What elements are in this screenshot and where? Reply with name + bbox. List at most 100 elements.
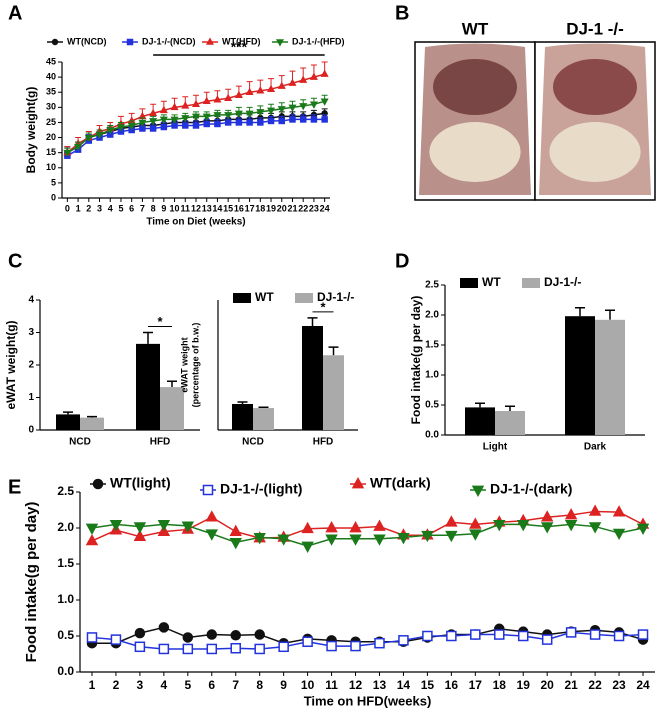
marker xyxy=(181,101,190,109)
y-tick-label: 2.5 xyxy=(425,280,439,291)
x-axis-title: Time on HFD(weeks) xyxy=(304,693,432,708)
y-tick-label: 45 xyxy=(46,56,56,66)
bar xyxy=(323,355,344,430)
marker xyxy=(159,105,168,114)
marker xyxy=(213,95,222,103)
x-tick-label: 12 xyxy=(349,678,363,692)
marker xyxy=(157,520,171,532)
legend-label: WT(NCD) xyxy=(67,36,107,46)
annotation: * xyxy=(320,299,326,314)
annotation: * xyxy=(157,314,163,329)
series-line xyxy=(91,510,644,542)
bar xyxy=(160,387,184,430)
marker xyxy=(229,538,242,550)
x-tick-label: 22 xyxy=(298,203,308,213)
marker xyxy=(277,534,290,546)
x-tick-label: 16 xyxy=(445,678,459,692)
marker xyxy=(310,116,318,123)
marker xyxy=(182,632,194,643)
y-tick-label: 10 xyxy=(46,162,56,172)
marker xyxy=(612,505,626,517)
marker xyxy=(254,643,265,655)
marker xyxy=(277,81,286,89)
y-tick-label: 5 xyxy=(51,177,56,187)
error-bar xyxy=(258,406,269,409)
marker xyxy=(170,102,179,111)
y-tick-label: 2.0 xyxy=(425,310,439,321)
marker xyxy=(469,517,482,529)
error-bar xyxy=(505,405,515,411)
x-tick-label: 8 xyxy=(151,203,156,213)
x-tick-label: 17 xyxy=(469,678,483,692)
marker xyxy=(63,149,72,158)
y-tick-label: 35 xyxy=(46,87,56,97)
marker xyxy=(564,508,578,520)
x-tick-label: 7 xyxy=(232,678,239,692)
y-tick-label: 40 xyxy=(46,71,56,81)
marker xyxy=(373,534,386,546)
marker xyxy=(277,106,286,114)
x-tick-label: 10 xyxy=(170,203,180,213)
marker xyxy=(86,632,98,643)
marker xyxy=(278,117,286,125)
photo-fat xyxy=(429,122,521,182)
marker xyxy=(494,629,505,640)
marker xyxy=(540,522,554,534)
marker xyxy=(637,629,649,640)
marker xyxy=(109,520,123,532)
x-tick-label: 16 xyxy=(234,203,244,213)
marker xyxy=(351,477,365,489)
legend-label: DJ-1-/-(NCD) xyxy=(142,36,196,46)
marker xyxy=(397,533,410,545)
marker xyxy=(116,124,125,132)
error-bar xyxy=(237,401,248,404)
x-tick-label: 15 xyxy=(223,203,233,213)
x-tick-label: 1 xyxy=(89,678,96,692)
marker xyxy=(254,629,265,640)
error-bar xyxy=(63,411,73,415)
marker xyxy=(588,504,602,516)
marker xyxy=(325,521,338,533)
x-tick-label: 21 xyxy=(564,678,578,692)
marker xyxy=(374,637,385,649)
x-tick-label: 23 xyxy=(309,203,319,213)
x-tick-label: 14 xyxy=(212,203,222,213)
marker xyxy=(181,521,195,533)
marker xyxy=(288,78,297,86)
marker xyxy=(158,643,170,655)
marker xyxy=(206,629,218,640)
bar xyxy=(565,316,595,435)
error-bar xyxy=(167,380,177,388)
error-bar xyxy=(575,307,585,317)
marker xyxy=(321,116,328,123)
marker xyxy=(565,627,577,638)
marker xyxy=(588,522,602,534)
y-tick-label: 2 xyxy=(28,360,34,371)
marker xyxy=(182,122,189,129)
marker xyxy=(299,75,308,83)
x-tick-label: 10 xyxy=(301,678,315,692)
marker xyxy=(126,38,134,46)
bar xyxy=(56,414,80,430)
y-tick-label: 0.0 xyxy=(57,664,74,678)
marker xyxy=(288,104,297,112)
marker xyxy=(445,515,458,527)
marker xyxy=(205,510,218,522)
x-tick-label: 3 xyxy=(137,678,144,692)
marker xyxy=(517,630,529,642)
x-tick-label: 4 xyxy=(161,678,168,692)
panel-letter: E xyxy=(8,476,21,498)
series-line xyxy=(91,631,644,650)
y-axis-title: Body weight(g) xyxy=(24,87,38,174)
marker xyxy=(540,510,554,522)
legend-swatch xyxy=(233,293,251,303)
marker xyxy=(278,641,289,653)
y-tick-label: 25 xyxy=(46,117,56,127)
error-bar xyxy=(307,317,318,326)
y-tick-label: 30 xyxy=(46,102,56,112)
bar xyxy=(232,404,253,430)
marker xyxy=(205,529,218,541)
x-tick-label: 19 xyxy=(266,203,276,213)
y-tick-label: 4 xyxy=(28,295,34,306)
error-bar xyxy=(143,331,153,344)
